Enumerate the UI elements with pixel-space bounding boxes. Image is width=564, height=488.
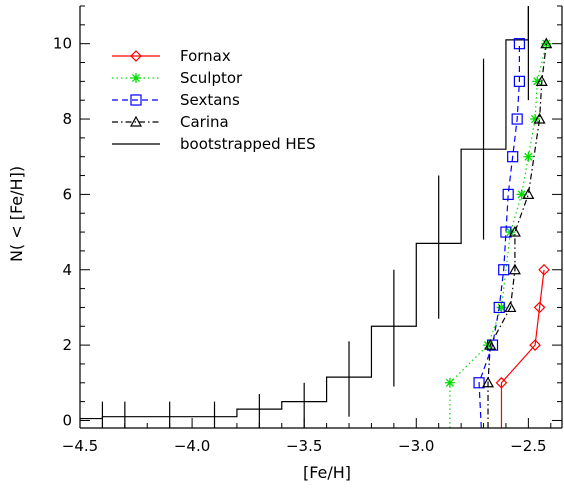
legend-label-sculptor: Sculptor xyxy=(180,69,243,87)
fornax-point xyxy=(529,339,541,351)
x-tick-label: −3.0 xyxy=(398,437,434,455)
legend-label-bootstrapped-hes: bootstrapped HES xyxy=(180,135,316,153)
legend: Fornax Sculptor Sextans Carina bootstrapped … xyxy=(112,47,316,153)
sculptor-point xyxy=(516,189,527,200)
sextans-point xyxy=(507,151,519,163)
sextans-point xyxy=(502,188,514,200)
y-tick-label: 0 xyxy=(62,411,72,429)
sextans-point xyxy=(473,377,485,389)
sculptor-point xyxy=(496,302,507,313)
legend-marker-sextans xyxy=(130,94,142,106)
fornax-point xyxy=(538,263,550,276)
legend-marker-carina xyxy=(129,115,143,127)
sculptor-point xyxy=(530,114,541,125)
carina-point xyxy=(508,263,521,275)
sextans-point xyxy=(500,226,512,238)
carina-point xyxy=(540,37,553,49)
sculptor-point xyxy=(444,377,455,388)
plot-marks xyxy=(80,6,553,429)
sextans-point xyxy=(493,301,505,314)
carina-point xyxy=(504,301,517,313)
legend-marker-sculptor xyxy=(131,73,141,83)
sextans-point xyxy=(511,113,523,125)
carina-point xyxy=(508,225,521,237)
legend-label-carina: Carina xyxy=(180,113,229,131)
legend-marker-fornax xyxy=(130,50,142,62)
fornax-point xyxy=(533,301,546,314)
y-tick-label: 10 xyxy=(53,35,72,53)
x-tick-label: −3.5 xyxy=(286,437,322,455)
y-axis-label: N( < [Fe/H]) xyxy=(7,166,26,262)
x-axis-label: [Fe/H] xyxy=(303,463,351,482)
sextans-point xyxy=(513,75,526,87)
legend-label-fornax: Fornax xyxy=(180,47,231,65)
hes-histogram-line xyxy=(80,6,529,420)
ticks: −4.5 −4.0 −3.5 −3.0 −2.5 0 2 4 6 8 10 xyxy=(53,5,562,455)
y-tick-label: 2 xyxy=(62,336,72,354)
carina-point xyxy=(481,376,495,388)
carina-point xyxy=(535,75,548,86)
carina-point xyxy=(484,338,497,350)
carina-point xyxy=(533,112,546,124)
x-tick-label: −4.5 xyxy=(62,437,98,455)
sextans-line xyxy=(478,43,521,429)
axes xyxy=(79,6,563,429)
y-tick-label: 4 xyxy=(62,261,72,279)
x-tick-label: −2.5 xyxy=(510,437,546,455)
sextans-point xyxy=(498,264,510,276)
carina-line xyxy=(487,43,547,428)
sculptor-point xyxy=(532,76,543,87)
y-tick-label: 8 xyxy=(62,110,72,128)
sculptor-line xyxy=(449,43,547,428)
carina-point xyxy=(522,188,535,199)
y-tick-label: 6 xyxy=(62,185,72,203)
x-tick-label: −4.0 xyxy=(174,437,210,455)
sculptor-point xyxy=(523,151,534,162)
fornax-point xyxy=(495,376,508,389)
fornax-line xyxy=(500,269,545,428)
legend-label-sextans: Sextans xyxy=(180,91,240,109)
sextans-point xyxy=(513,38,526,50)
